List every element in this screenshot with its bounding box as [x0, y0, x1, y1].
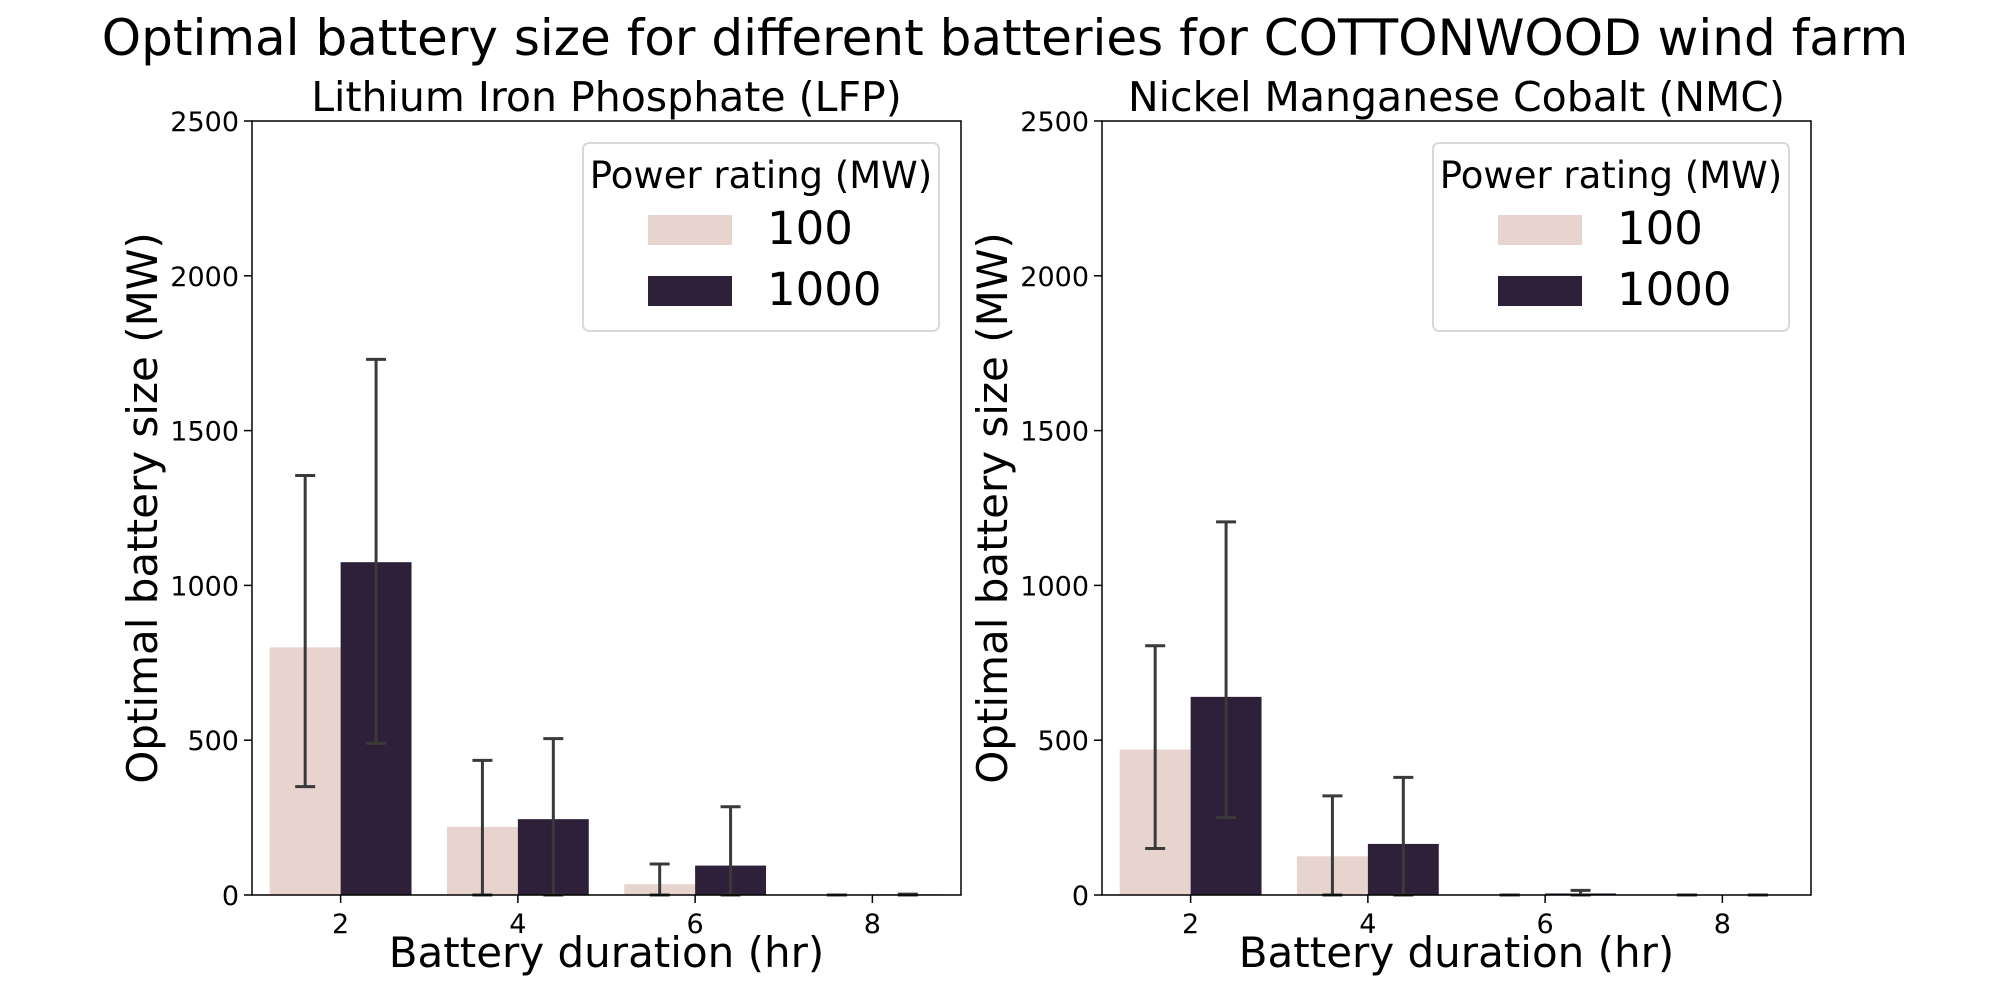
chart-panel-lfp: Lithium Iron Phosphate (LFP) 0 500 1000 1500… — [118, 73, 962, 977]
axes-frame — [1101, 120, 1812, 896]
legend-label-1000: 1000 — [767, 263, 882, 316]
y-tick-label-2500: 2500 — [1020, 107, 1089, 138]
x-tick-label-6: 6 — [1537, 909, 1554, 940]
chart-panel-nmc: Nickel Manganese Cobalt (NMC) 0 500 1000 150… — [968, 73, 1812, 977]
y-axis-label: Optimal battery size (MW) — [968, 232, 1017, 784]
y-tick-label-500: 500 — [1037, 726, 1089, 757]
x-tick-label-2: 2 — [332, 909, 349, 940]
legend-swatch-100 — [1498, 215, 1582, 245]
y-tick-label-1500: 1500 — [170, 417, 239, 448]
error-bar-1000-2 — [1216, 520, 1237, 820]
legend-title: Power rating (MW) — [1440, 154, 1782, 197]
y-tick-label-0: 0 — [222, 881, 239, 912]
y-tick-label-1000: 1000 — [1020, 571, 1089, 602]
error-bar-100-2 — [295, 473, 316, 789]
y-tick-label-1000: 1000 — [170, 571, 239, 602]
error-bar-1000-2 — [366, 357, 387, 745]
x-tick-label-4: 4 — [509, 909, 526, 940]
x-tick-label-8: 8 — [864, 909, 881, 940]
axes-frame — [251, 120, 962, 896]
legend-swatch-1000 — [1498, 276, 1582, 306]
y-tick-label-2000: 2000 — [170, 262, 239, 293]
legend-title: Power rating (MW) — [590, 154, 932, 197]
legend-label-1000: 1000 — [1617, 263, 1732, 316]
y-tick-label-2000: 2000 — [1020, 262, 1089, 293]
error-bar-100-2 — [1145, 644, 1166, 851]
y-tick-label-1500: 1500 — [1020, 417, 1089, 448]
legend-label-100: 100 — [1617, 202, 1703, 255]
y-tick-label-0: 0 — [1072, 881, 1089, 912]
x-tick-label-2: 2 — [1182, 909, 1199, 940]
legend-swatch-100 — [648, 215, 732, 245]
y-tick-label-500: 500 — [187, 726, 239, 757]
x-tick-label-8: 8 — [1714, 909, 1731, 940]
x-axis-label: Battery duration (hr) — [389, 928, 825, 977]
y-axis-label: Optimal battery size (MW) — [118, 232, 167, 784]
legend: Power rating (MW) 100 1000 — [1432, 142, 1790, 332]
legend-label-100: 100 — [767, 202, 853, 255]
x-axis-label: Battery duration (hr) — [1239, 928, 1675, 977]
x-tick-label-4: 4 — [1359, 909, 1376, 940]
x-tick-label-6: 6 — [687, 909, 704, 940]
figure-title: Optimal battery size for different batte… — [102, 9, 1909, 67]
chart-title: Lithium Iron Phosphate (LFP) — [311, 73, 902, 121]
y-tick-label-2500: 2500 — [170, 107, 239, 138]
legend-swatch-1000 — [648, 276, 732, 306]
chart-title: Nickel Manganese Cobalt (NMC) — [1128, 73, 1785, 121]
legend: Power rating (MW) 100 1000 — [582, 142, 940, 332]
